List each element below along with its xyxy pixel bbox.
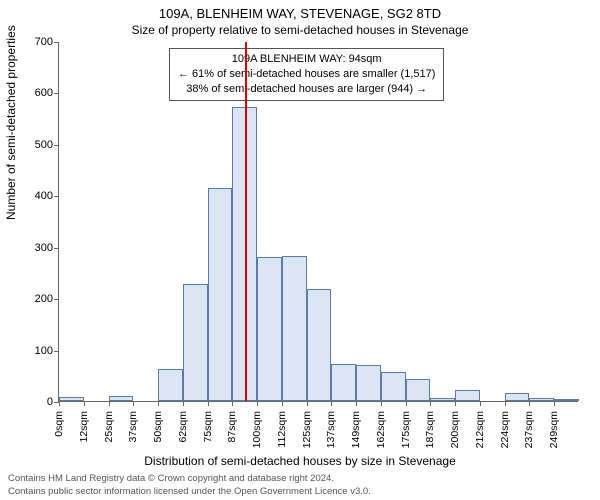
xtick-label: 162sqm — [375, 407, 387, 448]
xtick-label: 25sqm — [103, 407, 115, 443]
ytick-label: 400 — [35, 190, 59, 202]
xtick-label: 62sqm — [177, 407, 189, 443]
chart-area: 109A BLENHEIM WAY: 94sqm ← 61% of semi-d… — [58, 42, 578, 402]
histogram-bar — [109, 396, 134, 401]
xtick-label: 212sqm — [474, 407, 486, 448]
xtick-label: 137sqm — [325, 407, 337, 448]
xtick-mark — [430, 401, 431, 406]
footer-credits: Contains HM Land Registry data © Crown c… — [8, 473, 371, 498]
xtick-label: 149sqm — [350, 407, 362, 448]
xtick-mark — [109, 401, 110, 406]
xtick-label: 12sqm — [78, 407, 90, 443]
xtick-mark — [381, 401, 382, 406]
xtick-mark — [282, 401, 283, 406]
callout-box: 109A BLENHEIM WAY: 94sqm ← 61% of semi-d… — [169, 48, 444, 101]
ytick-label: 100 — [35, 345, 59, 357]
xtick-label: 75sqm — [202, 407, 214, 443]
histogram-bar — [158, 369, 183, 401]
xtick-mark — [257, 401, 258, 406]
xtick-label: 187sqm — [424, 407, 436, 448]
xtick-mark — [356, 401, 357, 406]
y-axis-label: Number of semi-detached properties — [4, 25, 18, 220]
xtick-label: 37sqm — [127, 407, 139, 443]
ytick-label: 500 — [35, 139, 59, 151]
xtick-mark — [158, 401, 159, 406]
xtick-mark — [529, 401, 530, 406]
ytick-label: 300 — [35, 242, 59, 254]
histogram-bar — [455, 390, 480, 401]
histogram-bar — [59, 397, 84, 401]
ytick-label: 600 — [35, 87, 59, 99]
xtick-label: 125sqm — [301, 407, 313, 448]
ytick-label: 200 — [35, 293, 59, 305]
xtick-mark — [232, 401, 233, 406]
plot-region: 109A BLENHEIM WAY: 94sqm ← 61% of semi-d… — [58, 42, 578, 402]
callout-line2: ← 61% of semi-detached houses are smalle… — [178, 67, 435, 82]
xtick-label: 87sqm — [226, 407, 238, 443]
xtick-label: 112sqm — [276, 407, 288, 448]
marker-line — [245, 42, 247, 401]
xtick-label: 50sqm — [152, 407, 164, 443]
histogram-bar — [381, 372, 406, 401]
callout-line1: 109A BLENHEIM WAY: 94sqm — [178, 52, 435, 67]
xtick-mark — [554, 401, 555, 406]
xtick-mark — [183, 401, 184, 406]
histogram-bar — [406, 379, 431, 401]
xtick-mark — [307, 401, 308, 406]
histogram-bar — [307, 289, 332, 401]
xtick-mark — [133, 401, 134, 406]
xtick-label: 0sqm — [53, 407, 65, 437]
histogram-bar — [529, 398, 554, 401]
histogram-bar — [282, 256, 307, 401]
xtick-mark — [59, 401, 60, 406]
footer-line1: Contains HM Land Registry data © Crown c… — [8, 473, 371, 485]
xtick-mark — [331, 401, 332, 406]
histogram-bar — [183, 284, 208, 401]
xtick-label: 200sqm — [449, 407, 461, 448]
ytick-label: 700 — [35, 36, 59, 48]
xtick-label: 100sqm — [251, 407, 263, 448]
histogram-bar — [356, 365, 381, 401]
callout-line3: 38% of semi-detached houses are larger (… — [178, 82, 435, 97]
xtick-label: 249sqm — [548, 407, 560, 448]
histogram-bar — [331, 364, 356, 401]
xtick-mark — [208, 401, 209, 406]
chart-title: 109A, BLENHEIM WAY, STEVENAGE, SG2 8TD — [0, 0, 600, 21]
x-axis-label: Distribution of semi-detached houses by … — [0, 454, 600, 468]
histogram-bar — [257, 257, 282, 401]
histogram-bar — [505, 393, 530, 401]
histogram-bar — [430, 398, 455, 401]
histogram-bar — [208, 188, 233, 401]
xtick-mark — [455, 401, 456, 406]
xtick-mark — [480, 401, 481, 406]
histogram-bar — [554, 399, 579, 401]
xtick-label: 224sqm — [499, 407, 511, 448]
chart-subtitle: Size of property relative to semi-detach… — [0, 21, 600, 37]
xtick-label: 175sqm — [400, 407, 412, 448]
footer-line2: Contains public sector information licen… — [8, 486, 371, 498]
xtick-mark — [406, 401, 407, 406]
xtick-label: 237sqm — [523, 407, 535, 448]
xtick-mark — [84, 401, 85, 406]
xtick-mark — [505, 401, 506, 406]
